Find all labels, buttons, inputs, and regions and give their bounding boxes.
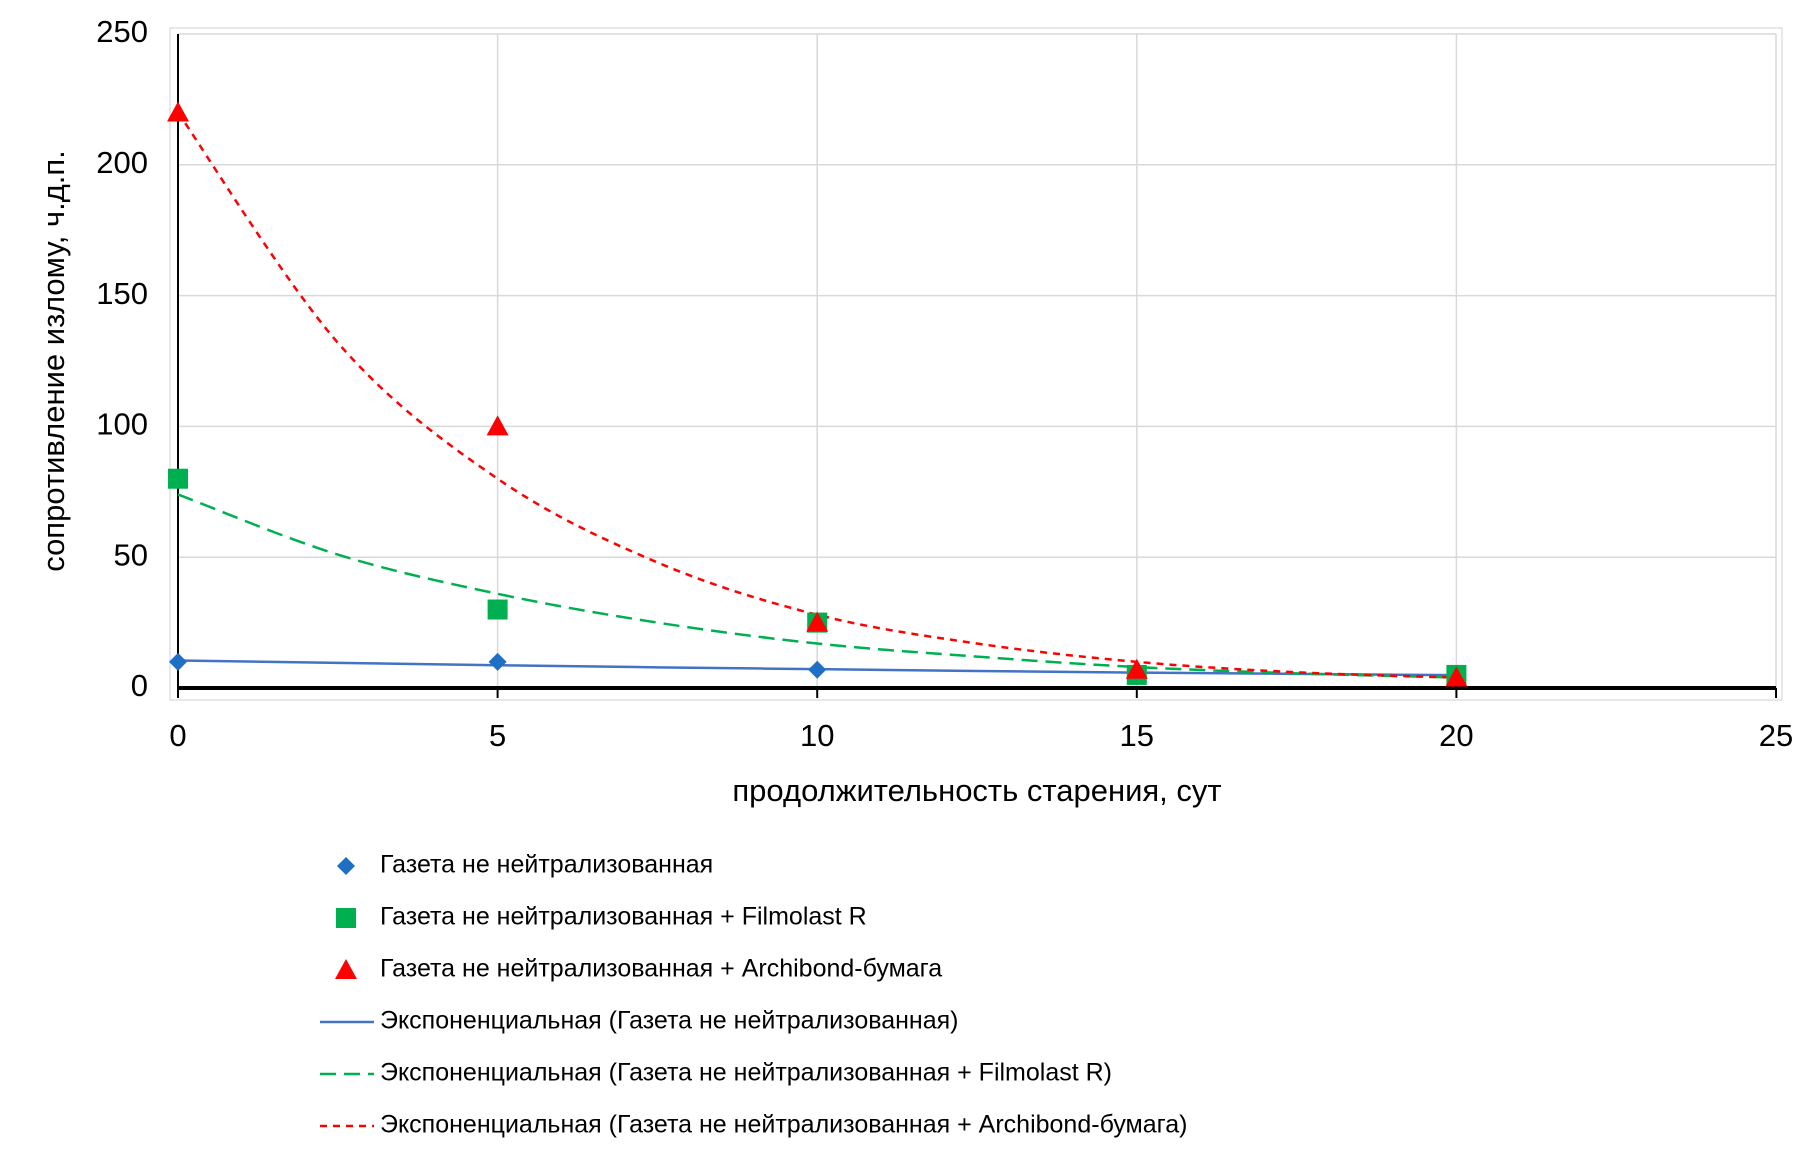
y-tick-label: 150 [96,276,148,311]
marker [336,908,356,928]
trendline [177,493,1457,679]
y-tick-label: 100 [96,407,148,442]
x-tick-label: 15 [1120,718,1154,753]
x-tick-label: 10 [800,718,834,753]
x-tick-label: 25 [1759,718,1793,753]
y-tick-label: 0 [131,668,148,703]
marker [487,599,508,620]
x-axis-label: продолжительность старения, сут [732,773,1221,808]
x-tick-label: 5 [489,718,506,753]
legend-label: Газета не нейтрализованная + Archibond-б… [380,955,942,983]
y-tick-label: 250 [96,14,148,49]
legend-label: Экспоненциальная (Газета не нейтрализова… [380,1007,959,1035]
y-tick-label: 50 [114,537,148,572]
marker [167,101,189,122]
legend-label: Экспоненциальная (Газета не нейтрализова… [380,1059,1112,1087]
marker [1445,666,1468,687]
marker [169,652,187,671]
trendline [176,111,1457,679]
marker [337,857,355,875]
x-tick-label: 0 [169,718,186,753]
marker [486,415,509,436]
x-tick-label: 20 [1439,718,1473,753]
marker [168,468,188,489]
y-tick-label: 200 [96,145,148,180]
marker [1125,658,1148,679]
marker [335,959,357,979]
marker [806,611,829,632]
marker [488,652,507,671]
marker [808,660,827,679]
legend-label: Газета не нейтрализованная + Filmolast R [380,903,867,931]
y-axis-label: сопротивление излому, ч.д.п. [36,150,71,572]
legend-label: Газета не нейтрализованная [380,851,713,879]
legend-label: Экспоненциальная (Газета не нейтрализова… [380,1111,1187,1139]
plot-frame [169,27,1783,701]
